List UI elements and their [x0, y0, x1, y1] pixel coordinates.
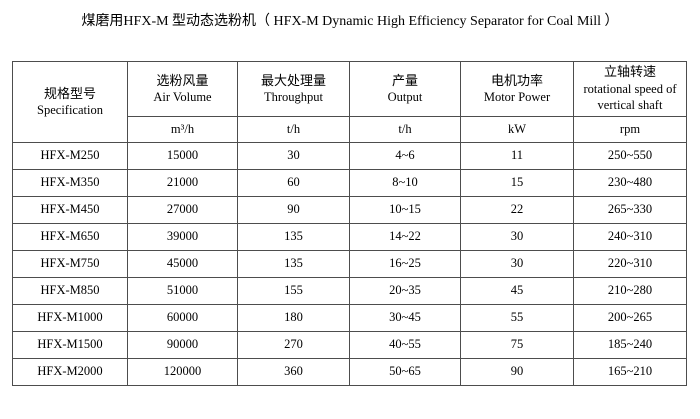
value-cell: 14~22: [349, 222, 461, 251]
unit-shaft-speed: rpm: [573, 115, 687, 143]
header-row: 规格型号 Specification 选粉风量 Air Volume 最大处理量…: [12, 60, 687, 143]
col-header-output-zh: 产量: [391, 72, 418, 88]
value-cell: 15: [460, 168, 574, 197]
value-cell: 27000: [127, 195, 238, 224]
col-header-specification-en: Specification: [37, 102, 103, 117]
model-cell: HFX-M2000: [12, 357, 128, 386]
table-row: HFX-M650 39000 135 14~22 30 240~310: [12, 222, 687, 251]
value-cell: 11: [460, 141, 574, 170]
value-cell: 135: [237, 222, 350, 251]
table-row: HFX-M2000 120000 360 50~65 90 165~210: [12, 357, 687, 386]
value-cell: 30~45: [349, 303, 461, 332]
value-cell: 360: [237, 357, 350, 386]
value-cell: 30: [237, 141, 350, 170]
value-cell: 180: [237, 303, 350, 332]
col-header-output: 产量 Output: [349, 60, 461, 117]
col-header-shaft-speed: 立轴转速 rotational speed of vertical shaft: [573, 60, 687, 117]
value-cell: 40~55: [349, 330, 461, 359]
col-header-specification: 规格型号 Specification: [12, 60, 128, 143]
col-header-shaft-speed-zh: 立轴转速: [603, 64, 656, 80]
table-row: HFX-M450 27000 90 10~15 22 265~330: [12, 195, 687, 224]
value-cell: 210~280: [573, 276, 687, 305]
value-cell: 10~15: [349, 195, 461, 224]
value-cell: 55: [460, 303, 574, 332]
value-cell: 45: [460, 276, 574, 305]
model-cell: HFX-M350: [12, 168, 128, 197]
model-cell: HFX-M650: [12, 222, 128, 251]
unit-air-volume: m³/h: [127, 115, 238, 143]
value-cell: 51000: [127, 276, 238, 305]
value-cell: 60: [237, 168, 350, 197]
col-header-air-volume-en: Air Volume: [153, 89, 212, 104]
col-header-throughput-en: Throughput: [263, 89, 324, 104]
value-cell: 8~10: [349, 168, 461, 197]
page-title: 煤磨用HFX-M 型动态选粉机（ HFX-M Dynamic High Effi…: [81, 14, 619, 29]
value-cell: 75: [460, 330, 574, 359]
value-cell: 200~265: [573, 303, 687, 332]
value-cell: 21000: [127, 168, 238, 197]
value-cell: 15000: [127, 141, 238, 170]
value-cell: 30: [460, 249, 574, 278]
value-cell: 16~25: [349, 249, 461, 278]
model-cell: HFX-M450: [12, 195, 128, 224]
value-cell: 50~65: [349, 357, 461, 386]
units-row: m³/h t/h t/h kW rpm: [13, 115, 687, 143]
col-header-motor-power-en: Motor Power: [483, 89, 551, 104]
col-header-output-en: Output: [387, 89, 423, 104]
value-cell: 230~480: [573, 168, 687, 197]
value-cell: 240~310: [573, 222, 687, 251]
table-row: HFX-M750 45000 135 16~25 30 220~310: [12, 249, 687, 278]
unit-output: t/h: [349, 115, 461, 143]
col-header-shaft-speed-en: rotational speed of vertical shaft: [583, 81, 677, 113]
value-cell: 22: [460, 195, 574, 224]
col-header-motor-power: 电机功率 Motor Power: [460, 60, 574, 117]
table-row: HFX-M250 15000 30 4~6 11 250~550: [12, 141, 687, 170]
col-header-motor-power-zh: 电机功率: [490, 72, 543, 88]
col-header-air-volume: 选粉风量 Air Volume: [127, 60, 238, 117]
unit-throughput: t/h: [237, 115, 350, 143]
value-cell: 4~6: [349, 141, 461, 170]
spec-table-body: HFX-M250 15000 30 4~6 11 250~550 HFX-M350 21000…: [12, 141, 687, 386]
value-cell: 250~550: [573, 141, 687, 170]
value-cell: 45000: [127, 249, 238, 278]
col-header-specification-zh: 规格型号: [43, 85, 96, 101]
model-cell: HFX-M1000: [12, 303, 128, 332]
model-cell: HFX-M750: [12, 249, 128, 278]
value-cell: 39000: [127, 222, 238, 251]
value-cell: 220~310: [573, 249, 687, 278]
value-cell: 120000: [127, 357, 238, 386]
value-cell: 90: [460, 357, 574, 386]
model-cell: HFX-M1500: [12, 330, 128, 359]
value-cell: 185~240: [573, 330, 687, 359]
table-row: HFX-M1500 90000 270 40~55 75 185~240: [12, 330, 687, 359]
value-cell: 270: [237, 330, 350, 359]
value-cell: 60000: [127, 303, 238, 332]
model-cell: HFX-M250: [12, 141, 128, 170]
value-cell: 165~210: [573, 357, 687, 386]
model-cell: HFX-M850: [12, 276, 128, 305]
value-cell: 90000: [127, 330, 238, 359]
table-row: HFX-M850 51000 155 20~35 45 210~280: [12, 276, 687, 305]
value-cell: 265~330: [573, 195, 687, 224]
value-cell: 155: [237, 276, 350, 305]
unit-motor-power: kW: [460, 115, 574, 143]
value-cell: 135: [237, 249, 350, 278]
col-header-throughput-zh: 最大处理量: [260, 72, 326, 88]
col-header-air-volume-zh: 选粉风量: [156, 72, 209, 88]
table-row: HFX-M1000 60000 180 30~45 55 200~265: [12, 303, 687, 332]
value-cell: 30: [460, 222, 574, 251]
value-cell: 90: [237, 195, 350, 224]
col-header-throughput: 最大处理量 Throughput: [237, 60, 350, 117]
table-row: HFX-M350 21000 60 8~10 15 230~480: [12, 168, 687, 197]
value-cell: 20~35: [349, 276, 461, 305]
spec-table: 规格型号 Specification 选粉风量 Air Volume 最大处理量…: [12, 60, 687, 386]
